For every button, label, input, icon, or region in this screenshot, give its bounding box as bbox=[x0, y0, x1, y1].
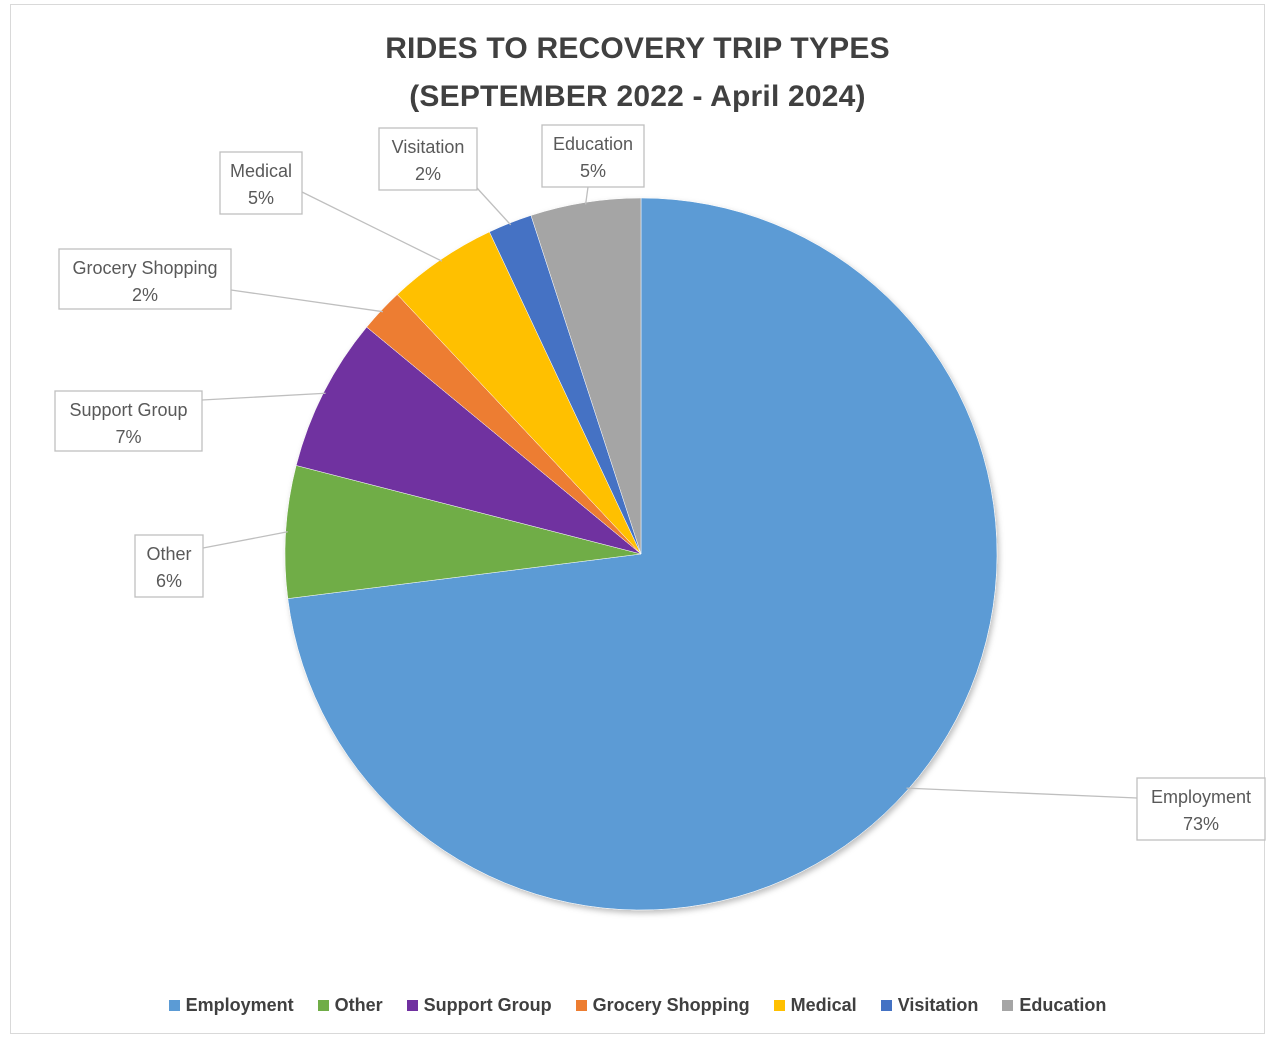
legend-label: Support Group bbox=[423, 995, 552, 1015]
leader-line-other bbox=[202, 531, 288, 549]
legend-item-support-group: Support Group bbox=[406, 995, 552, 1016]
legend-item-grocery-shopping: Grocery Shopping bbox=[575, 995, 750, 1016]
legend-item-other: Other bbox=[317, 995, 383, 1016]
legend-swatch bbox=[880, 1000, 892, 1011]
legend-swatch bbox=[406, 1000, 418, 1011]
data-label-box-other bbox=[134, 534, 204, 598]
data-label-value-other: 6% bbox=[156, 571, 182, 591]
data-label-name-other: Other bbox=[146, 544, 191, 564]
leader-line-employment bbox=[906, 787, 1138, 799]
leader-line-grocery-shopping bbox=[230, 289, 384, 313]
leader-line-education bbox=[584, 186, 589, 205]
data-label-name-grocery-shopping: Grocery Shopping bbox=[72, 258, 217, 278]
leader-line-visitation bbox=[476, 187, 512, 226]
legend-swatch bbox=[575, 1000, 587, 1011]
pie-slice-employment bbox=[287, 197, 998, 911]
pie-slices bbox=[284, 197, 998, 911]
data-label-box-support-group bbox=[54, 390, 203, 452]
legend-label: Employment bbox=[185, 995, 294, 1015]
legend-item-visitation: Visitation bbox=[880, 995, 979, 1016]
data-label-value-employment: 73% bbox=[1183, 814, 1219, 834]
data-label-value-visitation: 2% bbox=[415, 164, 441, 184]
data-label-name-visitation: Visitation bbox=[392, 137, 465, 157]
data-label-value-support-group: 7% bbox=[115, 427, 141, 447]
data-label-box-medical bbox=[219, 151, 303, 215]
data-label-name-employment: Employment bbox=[1151, 787, 1251, 807]
legend-label: Education bbox=[1019, 995, 1107, 1015]
data-label-box-grocery-shopping bbox=[58, 248, 232, 310]
legend-swatch bbox=[773, 1000, 785, 1011]
data-label-box-education bbox=[541, 124, 645, 188]
legend-swatch bbox=[168, 1000, 180, 1011]
data-label-value-medical: 5% bbox=[248, 188, 274, 208]
legend-item-employment: Employment bbox=[168, 995, 294, 1016]
legend-label: Grocery Shopping bbox=[592, 995, 750, 1015]
chart-title-line-1: RIDES TO RECOVERY TRIP TYPES bbox=[385, 32, 890, 65]
legend-swatch bbox=[317, 1000, 329, 1011]
data-label-value-grocery-shopping: 2% bbox=[132, 285, 158, 305]
legend-swatch bbox=[1002, 1000, 1014, 1011]
chart-title-line-2: (SEPTEMBER 2022 - April 2024) bbox=[409, 80, 866, 113]
data-label-name-education: Education bbox=[553, 134, 633, 154]
leader-line-medical bbox=[301, 191, 443, 262]
legend-item-medical: Medical bbox=[773, 995, 857, 1016]
data-label-name-support-group: Support Group bbox=[69, 400, 187, 420]
legend-item-education: Education bbox=[1002, 995, 1106, 1016]
data-label-value-education: 5% bbox=[580, 161, 606, 181]
leader-line-support-group bbox=[201, 392, 326, 401]
legend-label: Other bbox=[334, 995, 383, 1015]
chart-legend: Employment Other Support Group Grocery Shop… bbox=[0, 995, 1275, 1016]
legend-label: Medical bbox=[790, 995, 857, 1015]
data-label-name-medical: Medical bbox=[230, 161, 292, 181]
pie-slice-support-group bbox=[295, 326, 642, 555]
data-label-box-visitation bbox=[378, 127, 478, 191]
data-label-box-employment bbox=[1136, 777, 1266, 841]
legend-label: Visitation bbox=[897, 995, 979, 1015]
data-labels: Employment 73% Other 6% Support Group 7% Groce… bbox=[54, 124, 1266, 841]
